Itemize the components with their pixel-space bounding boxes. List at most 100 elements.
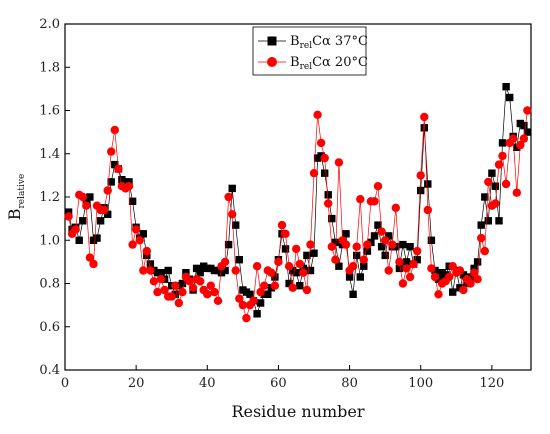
- data-point: [377, 227, 386, 236]
- data-point: [316, 138, 326, 148]
- data-point: [331, 238, 340, 247]
- data-point: [334, 158, 344, 167]
- data-point: [146, 266, 155, 275]
- data-point: [156, 275, 166, 284]
- data-point: [484, 217, 492, 225]
- data-point: [206, 281, 215, 290]
- data-point: [491, 199, 500, 208]
- data-point: [260, 281, 269, 290]
- data-point: [341, 240, 351, 249]
- data-point: [203, 290, 212, 299]
- data-point: [317, 152, 325, 160]
- data-point: [277, 220, 287, 230]
- data-point: [288, 283, 297, 292]
- data-point: [142, 246, 151, 256]
- data-point: [107, 147, 116, 156]
- x-tick-label: 80: [341, 376, 358, 391]
- data-point: [309, 169, 319, 178]
- data-point: [228, 184, 236, 193]
- data-point: [185, 277, 194, 286]
- y-axis-title-sub: relative: [17, 174, 27, 209]
- legend: BrelCα 37°C BrelCα 20°C: [252, 26, 368, 76]
- data-point: [79, 217, 87, 225]
- data-point: [89, 259, 98, 269]
- data-point: [313, 110, 322, 120]
- data-point: [96, 217, 105, 225]
- data-point: [388, 240, 397, 249]
- data-point: [405, 272, 415, 282]
- data-point: [103, 186, 112, 195]
- data-point: [320, 153, 329, 163]
- data-point: [506, 93, 514, 102]
- data-point: [284, 262, 294, 271]
- data-point: [124, 182, 134, 191]
- y-axis-title: Brelative: [5, 174, 27, 221]
- data-point: [509, 134, 518, 143]
- data-point: [135, 236, 144, 245]
- data-point: [104, 210, 112, 218]
- data-point: [75, 236, 83, 244]
- data-point: [324, 191, 332, 199]
- data-point: [196, 269, 204, 277]
- legend-label-37-main: B: [290, 34, 300, 49]
- data-point: [292, 244, 301, 254]
- data-point: [306, 266, 315, 275]
- data-point: [385, 232, 393, 240]
- data-point: [459, 285, 468, 295]
- data-point: [238, 300, 248, 310]
- data-point: [402, 264, 411, 273]
- data-point: [381, 251, 389, 260]
- data-point: [395, 264, 404, 273]
- data-point: [494, 160, 504, 169]
- x-tick-label: 20: [128, 376, 145, 391]
- y-tick-label: 1.4: [39, 147, 60, 162]
- data-point: [71, 225, 80, 234]
- data-point: [353, 251, 361, 260]
- data-point: [488, 169, 496, 177]
- y-tick-label: 0.4: [39, 363, 60, 378]
- data-point: [363, 247, 372, 255]
- data-point: [434, 290, 443, 299]
- data-point: [242, 313, 251, 323]
- data-point: [231, 266, 240, 275]
- data-point: [327, 242, 336, 251]
- data-point: [274, 257, 283, 267]
- data-point: [235, 256, 243, 264]
- data-point: [310, 249, 318, 257]
- data-point: [182, 269, 190, 277]
- data-point: [160, 285, 169, 295]
- data-point: [356, 195, 365, 204]
- data-point: [345, 273, 354, 281]
- data-point: [153, 287, 162, 297]
- data-point: [495, 217, 503, 225]
- data-point: [164, 266, 172, 275]
- data-point: [523, 128, 532, 136]
- data-point: [520, 121, 528, 130]
- x-tick-label: 120: [479, 376, 504, 391]
- data-point: [469, 268, 479, 277]
- data-point: [374, 221, 382, 229]
- legend-label-37: BrelCα 37°C: [290, 34, 368, 51]
- y-tick-label: 1.0: [39, 233, 60, 248]
- series-line: [68, 110, 528, 320]
- data-point: [82, 197, 90, 205]
- data-point: [423, 205, 432, 215]
- data-point: [128, 197, 137, 205]
- data-point: [292, 269, 300, 277]
- x-tick-label: 100: [408, 376, 433, 391]
- data-point: [381, 236, 390, 245]
- data-point: [498, 151, 507, 161]
- plot-frame: [64, 23, 532, 371]
- series-1: [64, 106, 532, 323]
- data-point: [473, 258, 482, 266]
- legend-marker-37: [267, 36, 277, 46]
- legend-label-37-sub: rel: [300, 41, 313, 51]
- data-point: [302, 285, 312, 295]
- data-point: [449, 288, 457, 296]
- data-point: [335, 262, 343, 270]
- data-point: [384, 266, 393, 275]
- data-point: [111, 160, 119, 169]
- data-point: [220, 257, 230, 267]
- data-point: [299, 268, 308, 277]
